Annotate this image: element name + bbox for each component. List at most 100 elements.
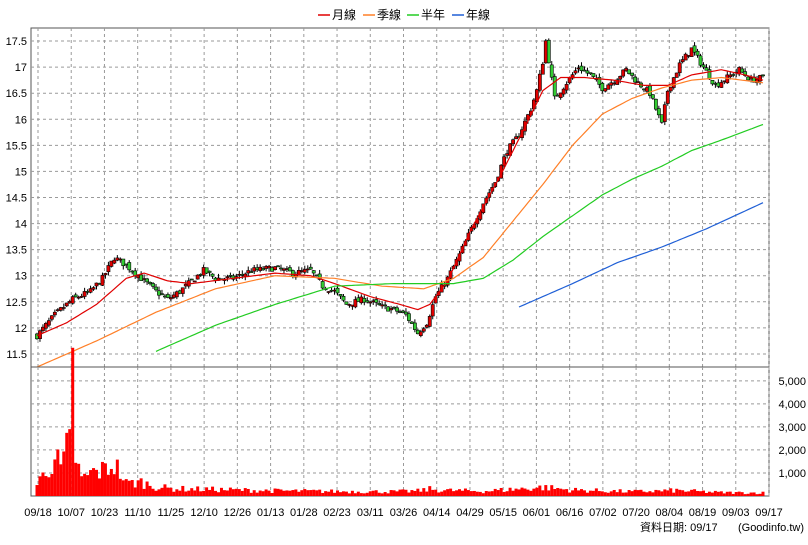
candle-body-145 <box>466 232 471 241</box>
date-tick-label-3: 11/10 <box>124 507 151 519</box>
volume-bar-54 <box>196 486 200 496</box>
candle-body-244 <box>761 74 765 77</box>
volume-bar-89 <box>300 490 304 496</box>
candle-body-127 <box>412 322 417 330</box>
volume-bar-225 <box>704 492 708 496</box>
volume-bar-230 <box>719 491 723 496</box>
date-tick-label-20: 08/19 <box>689 507 717 519</box>
volume-bar-167 <box>532 488 536 496</box>
volume-bar-108 <box>356 491 360 496</box>
date-tick-label-15: 06/01 <box>523 507 551 519</box>
candle-body-58 <box>207 270 212 273</box>
volume-bar-98 <box>327 491 331 496</box>
volume-bar-234 <box>731 493 735 496</box>
volume-bar-220 <box>690 489 694 496</box>
candle-body-29 <box>121 258 126 267</box>
candle-body-80 <box>273 266 277 270</box>
candle-body-23 <box>103 273 108 276</box>
volume-bar-76 <box>261 491 265 496</box>
candle-body-57 <box>204 267 209 274</box>
volume-bar-81 <box>276 488 280 496</box>
candle-body-3 <box>44 322 48 329</box>
volume-bar-224 <box>701 490 705 496</box>
volume-bar-101 <box>336 490 340 496</box>
volume-bar-175 <box>556 488 560 496</box>
candle-body-101 <box>335 287 340 294</box>
volume-bar-34 <box>136 480 140 496</box>
volume-bar-71 <box>246 488 250 496</box>
volume-bar-150 <box>481 493 485 496</box>
volume-bar-203 <box>639 489 643 496</box>
candle-body-234 <box>731 74 736 76</box>
volume-bar-38 <box>148 485 152 496</box>
volume-bar-145 <box>466 490 470 496</box>
candle-body-150 <box>481 203 486 214</box>
volume-bar-16 <box>83 473 87 496</box>
volume-bar-181 <box>574 487 578 496</box>
candle-body-38 <box>148 282 152 285</box>
date-tick-label-14: 05/15 <box>489 507 517 519</box>
volume-bar-154 <box>493 488 497 496</box>
volume-bar-242 <box>755 494 759 496</box>
volume-bar-78 <box>267 490 271 496</box>
volume-bar-216 <box>678 489 682 496</box>
date-axis: 09/18 10/07 10/23 11/10 11/25 12/10 12/26 01/13… <box>24 507 783 519</box>
candle-body-197 <box>621 69 626 77</box>
candle-body-130 <box>421 328 426 332</box>
volume-bar-200 <box>630 491 634 496</box>
volume-bar-91 <box>306 490 310 496</box>
volume-bar-72 <box>249 492 253 496</box>
volume-bar-107 <box>353 493 357 496</box>
volume-bar-36 <box>142 488 146 496</box>
volume-bar-44 <box>166 487 170 496</box>
price-tick-label-6: 14.5 <box>6 193 27 205</box>
volume-bar-215 <box>675 488 679 496</box>
volume-bar-138 <box>446 489 450 496</box>
volume-bar-1 <box>38 476 42 496</box>
candle-body-96 <box>320 281 325 289</box>
candle-body-16 <box>82 291 87 297</box>
volume-bar-168 <box>535 487 539 496</box>
volume-bar-162 <box>517 489 521 496</box>
price-tick-label-8: 15.5 <box>6 140 27 152</box>
volume-bar-50 <box>184 491 188 496</box>
volume-bar-37 <box>145 481 149 496</box>
candle-body-202 <box>636 81 640 83</box>
date-tick-label-17: 07/02 <box>589 507 617 519</box>
volume-bar-43 <box>163 484 167 496</box>
candle-body-111 <box>365 300 370 303</box>
date-tick-label-18: 07/20 <box>622 507 650 519</box>
volume-bar-132 <box>428 486 432 496</box>
price-tick-label-5: 14 <box>15 219 27 231</box>
footer-date: 資料日期: 09/17 <box>640 520 718 534</box>
candle-body-95 <box>317 273 322 280</box>
volume-bar-129 <box>419 491 423 496</box>
volume-bar-208 <box>654 489 658 496</box>
price-axis: 11.5 12 12.5 13 13.5 14 14.5 15 15.5 16 16.5 17 17.5 <box>6 36 27 361</box>
candle-body-5 <box>49 315 54 320</box>
volume-bar-45 <box>169 487 173 496</box>
legend-label-2: 半年 <box>421 8 445 22</box>
candle-body-217 <box>680 59 685 63</box>
date-tick-label-9: 02/23 <box>323 507 351 519</box>
volume-bar-119 <box>389 490 393 496</box>
volume-bar-47 <box>175 489 179 496</box>
volume-bar-105 <box>347 493 351 496</box>
date-tick-label-22: 09/17 <box>755 507 783 519</box>
volume-bar-102 <box>338 492 342 496</box>
candle-body-201 <box>633 76 637 83</box>
volume-bar-8 <box>59 464 63 496</box>
volume-bar-111 <box>365 492 369 496</box>
candle-body-207 <box>651 94 655 99</box>
candle-body-161 <box>514 136 518 140</box>
candle-body-104 <box>344 301 349 305</box>
volume-bar-40 <box>154 490 158 496</box>
volume-bar-210 <box>660 491 664 496</box>
volume-bar-103 <box>341 491 345 496</box>
volume-bar-94 <box>315 490 319 496</box>
candle-body-91 <box>305 268 310 271</box>
volume-bar-126 <box>410 490 414 496</box>
candle-body-124 <box>404 311 408 315</box>
candle-body-160 <box>511 139 515 145</box>
volume-bar-49 <box>181 485 185 496</box>
